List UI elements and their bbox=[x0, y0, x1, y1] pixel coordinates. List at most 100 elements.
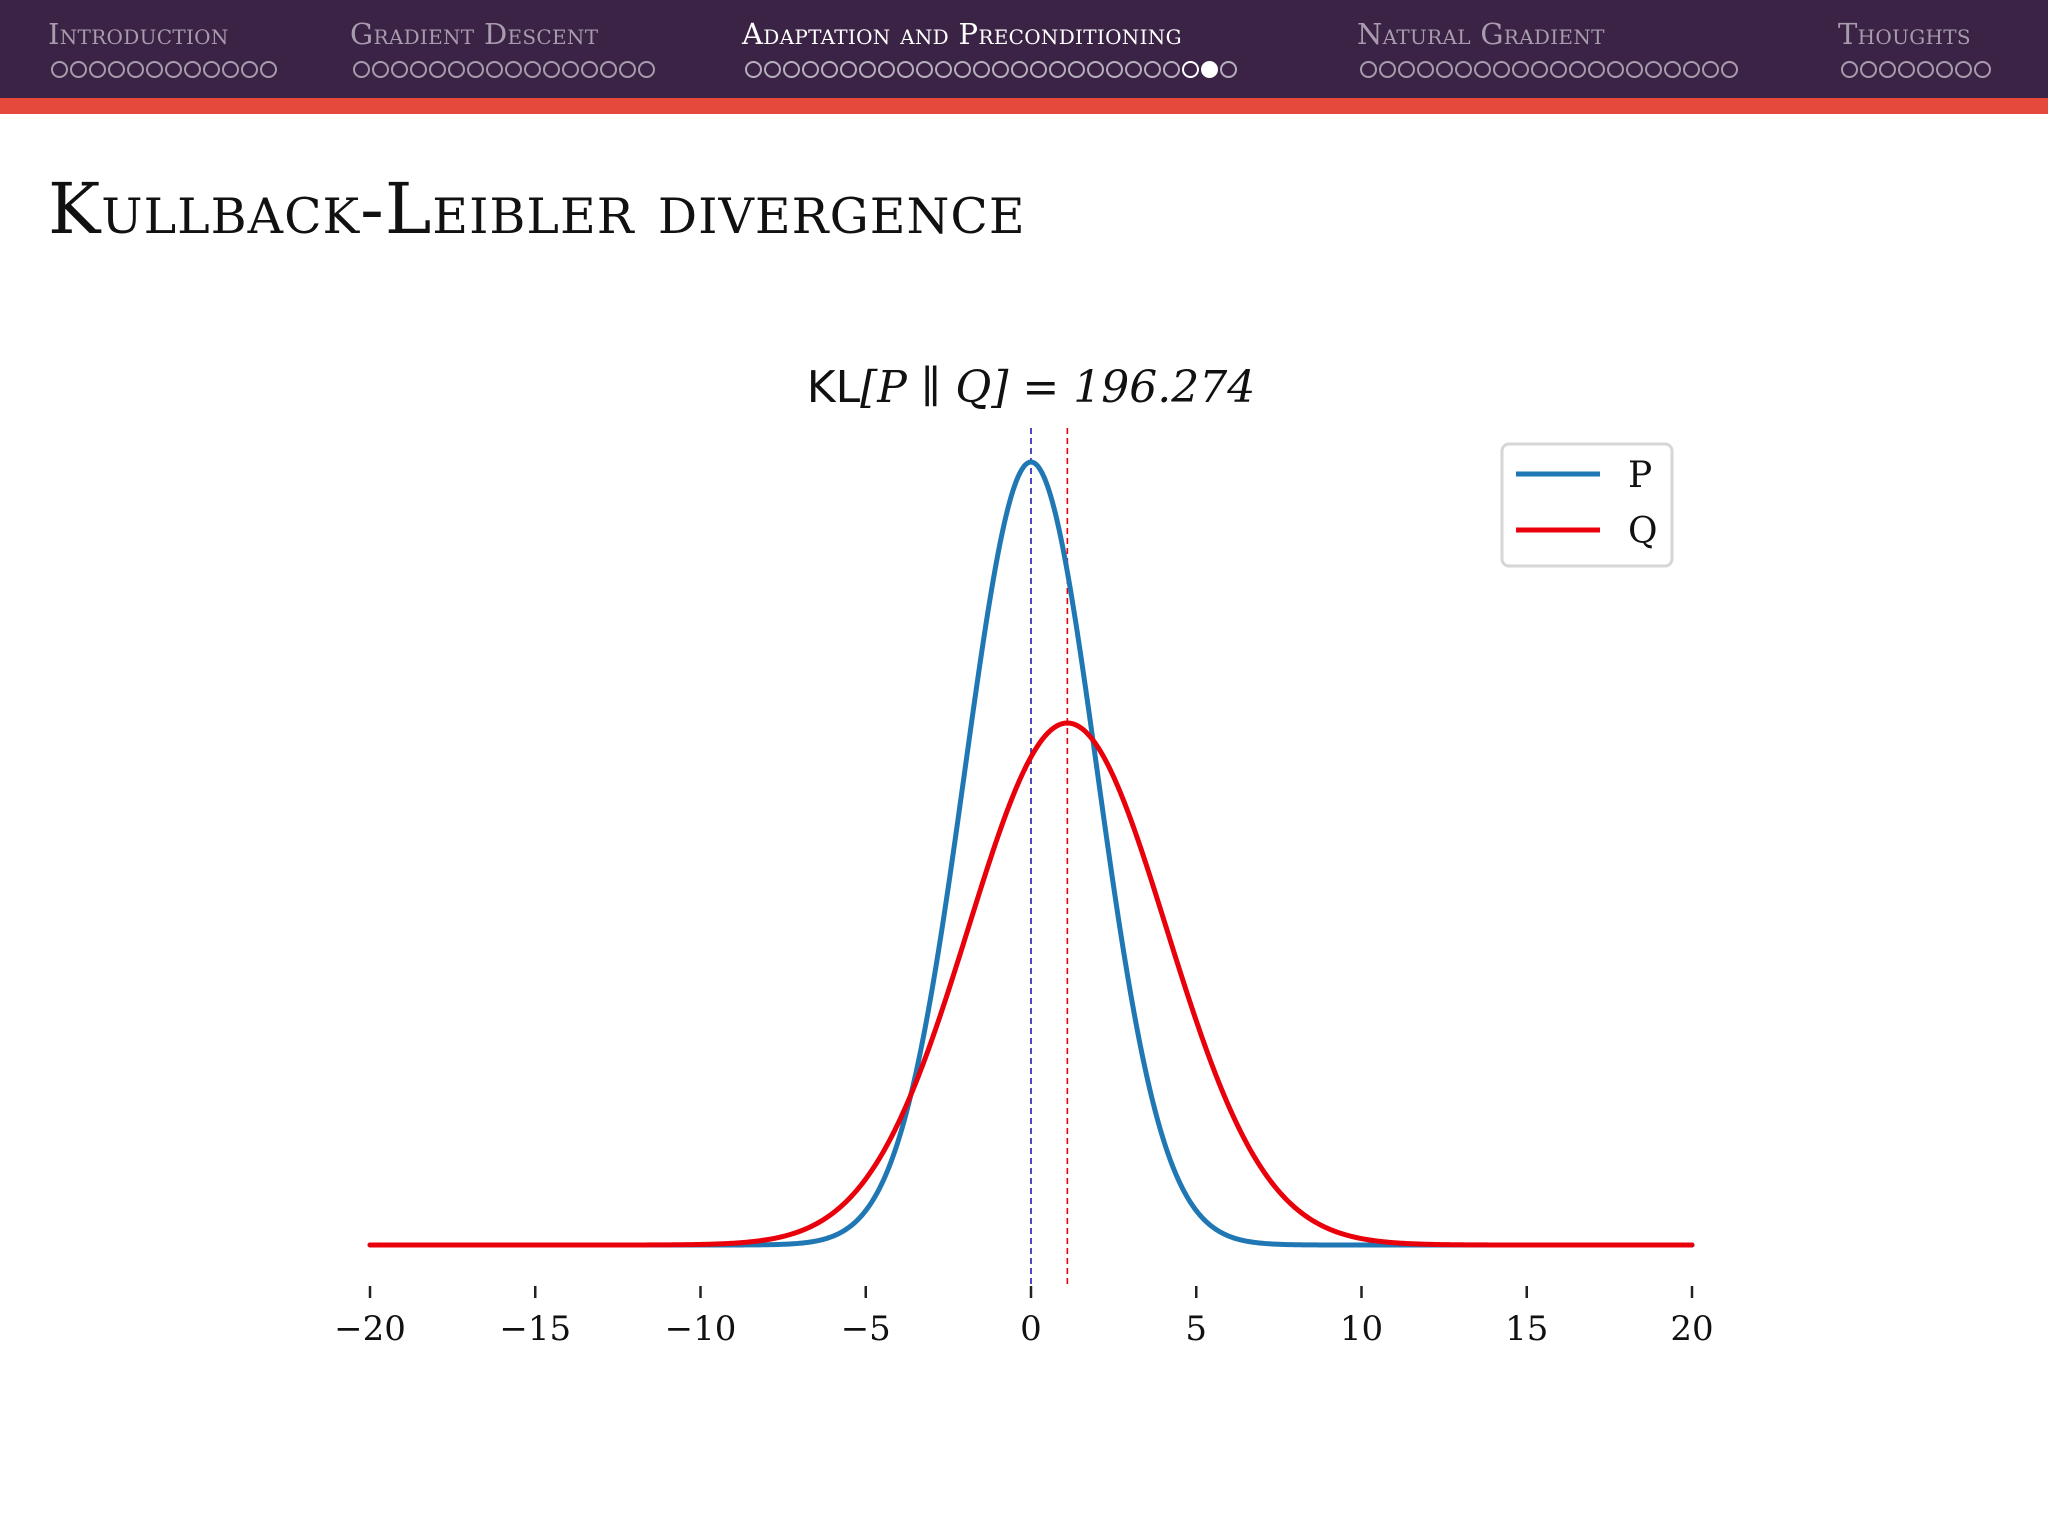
frame-dot[interactable] bbox=[1068, 61, 1085, 78]
frame-dot[interactable] bbox=[165, 61, 182, 78]
frame-dot[interactable] bbox=[1588, 61, 1605, 78]
frame-dot[interactable] bbox=[127, 61, 144, 78]
frame-dot[interactable] bbox=[1087, 61, 1104, 78]
frame-dot[interactable] bbox=[1550, 61, 1567, 78]
frame-dot[interactable] bbox=[745, 61, 762, 78]
frame-dot[interactable] bbox=[802, 61, 819, 78]
frame-dot[interactable] bbox=[70, 61, 87, 78]
frame-dot[interactable] bbox=[1626, 61, 1643, 78]
frame-dot[interactable] bbox=[467, 61, 484, 78]
frame-dot[interactable] bbox=[954, 61, 971, 78]
frame-dot[interactable] bbox=[448, 61, 465, 78]
curve-q bbox=[367, 720, 1695, 1248]
frame-dot[interactable] bbox=[878, 61, 895, 78]
nav-section-adaptation-and-preconditioning[interactable]: Adaptation and Preconditioning bbox=[742, 14, 1237, 98]
frame-dot[interactable] bbox=[783, 61, 800, 78]
frame-dot[interactable] bbox=[391, 61, 408, 78]
nav-section-gradient-descent[interactable]: Gradient Descent bbox=[350, 14, 655, 98]
nav-section-label: Gradient Descent bbox=[350, 17, 599, 51]
frame-dot[interactable] bbox=[486, 61, 503, 78]
frame-dot[interactable] bbox=[600, 61, 617, 78]
frame-dot[interactable] bbox=[1917, 61, 1934, 78]
nav-section-thoughts[interactable]: Thoughts bbox=[1838, 14, 1991, 98]
legend-label-q: Q bbox=[1628, 511, 1658, 552]
frame-dot[interactable] bbox=[184, 61, 201, 78]
frame-dot[interactable] bbox=[1898, 61, 1915, 78]
frame-dot[interactable] bbox=[1702, 61, 1719, 78]
x-tick-label: −10 bbox=[665, 1309, 737, 1349]
x-tick-label: 5 bbox=[1185, 1309, 1207, 1349]
frame-dot[interactable] bbox=[1436, 61, 1453, 78]
frame-dot[interactable] bbox=[1493, 61, 1510, 78]
frame-dot[interactable] bbox=[1220, 61, 1237, 78]
frame-dot[interactable] bbox=[1379, 61, 1396, 78]
frame-dot[interactable] bbox=[840, 61, 857, 78]
frame-dot[interactable] bbox=[1049, 61, 1066, 78]
frame-dot[interactable] bbox=[1879, 61, 1896, 78]
nav-section-label: Thoughts bbox=[1838, 17, 1971, 51]
frame-dot[interactable] bbox=[973, 61, 990, 78]
chart-title-prefix: KL bbox=[807, 362, 861, 413]
nav-section-introduction[interactable]: Introduction bbox=[48, 14, 277, 98]
frame-dot[interactable] bbox=[1360, 61, 1377, 78]
frame-dot[interactable] bbox=[1607, 61, 1624, 78]
frame-dot[interactable] bbox=[1106, 61, 1123, 78]
frame-dot[interactable] bbox=[1974, 61, 1991, 78]
frame-dot[interactable] bbox=[1417, 61, 1434, 78]
chart-title-math: [P ∥ Q] = 196.274 bbox=[860, 362, 1255, 413]
frame-dot[interactable] bbox=[859, 61, 876, 78]
frame-dot[interactable] bbox=[992, 61, 1009, 78]
x-axis-ticks: −20 −15 −10 −5 0 5 10 15 20 bbox=[334, 1286, 1714, 1349]
frame-dot[interactable] bbox=[89, 61, 106, 78]
frame-dot[interactable] bbox=[203, 61, 220, 78]
frame-dot[interactable] bbox=[821, 61, 838, 78]
frame-dot[interactable] bbox=[108, 61, 125, 78]
frame-dot[interactable] bbox=[51, 61, 68, 78]
frame-dot[interactable] bbox=[1512, 61, 1529, 78]
frame-dot[interactable] bbox=[1398, 61, 1415, 78]
frame-dot[interactable] bbox=[241, 61, 258, 78]
frame-dot[interactable] bbox=[1860, 61, 1877, 78]
frame-dot[interactable] bbox=[1683, 61, 1700, 78]
frame-dot[interactable] bbox=[1163, 61, 1180, 78]
frame-dot[interactable] bbox=[1569, 61, 1586, 78]
frame-dot[interactable] bbox=[562, 61, 579, 78]
frame-dot[interactable] bbox=[1182, 61, 1199, 78]
frame-dot[interactable] bbox=[1011, 61, 1028, 78]
frame-dot[interactable] bbox=[897, 61, 914, 78]
frame-dot[interactable] bbox=[1455, 61, 1472, 78]
frame-dot[interactable] bbox=[1531, 61, 1548, 78]
frame-dot[interactable] bbox=[410, 61, 427, 78]
frame-dot[interactable] bbox=[1936, 61, 1953, 78]
frame-dot[interactable] bbox=[619, 61, 636, 78]
frame-dot[interactable] bbox=[524, 61, 541, 78]
frame-dot[interactable] bbox=[222, 61, 239, 78]
frame-dot[interactable] bbox=[764, 61, 781, 78]
nav-section-natural-gradient[interactable]: Natural Gradient bbox=[1357, 14, 1738, 98]
frame-dot[interactable] bbox=[638, 61, 655, 78]
frame-dot[interactable] bbox=[1645, 61, 1662, 78]
frame-dot[interactable] bbox=[543, 61, 560, 78]
frame-dot[interactable] bbox=[1144, 61, 1161, 78]
frame-dot[interactable] bbox=[1841, 61, 1858, 78]
frame-dot[interactable] bbox=[916, 61, 933, 78]
frame-dot[interactable] bbox=[353, 61, 370, 78]
frame-dot[interactable] bbox=[505, 61, 522, 78]
frame-dot[interactable] bbox=[1030, 61, 1047, 78]
frame-dot[interactable] bbox=[581, 61, 598, 78]
frame-dot[interactable] bbox=[1474, 61, 1491, 78]
accent-line bbox=[0, 98, 2048, 114]
frame-dot[interactable] bbox=[260, 61, 277, 78]
frame-dot[interactable] bbox=[146, 61, 163, 78]
frame-dots bbox=[1360, 61, 1738, 78]
frame-dot[interactable] bbox=[1201, 61, 1218, 78]
legend-label-p: P bbox=[1628, 455, 1652, 496]
frame-dot[interactable] bbox=[1721, 61, 1738, 78]
frame-dot[interactable] bbox=[429, 61, 446, 78]
frame-dot[interactable] bbox=[935, 61, 952, 78]
frame-dot[interactable] bbox=[1125, 61, 1142, 78]
x-tick-label: 0 bbox=[1020, 1309, 1042, 1349]
frame-dot[interactable] bbox=[1664, 61, 1681, 78]
frame-dot[interactable] bbox=[1955, 61, 1972, 78]
frame-dot[interactable] bbox=[372, 61, 389, 78]
